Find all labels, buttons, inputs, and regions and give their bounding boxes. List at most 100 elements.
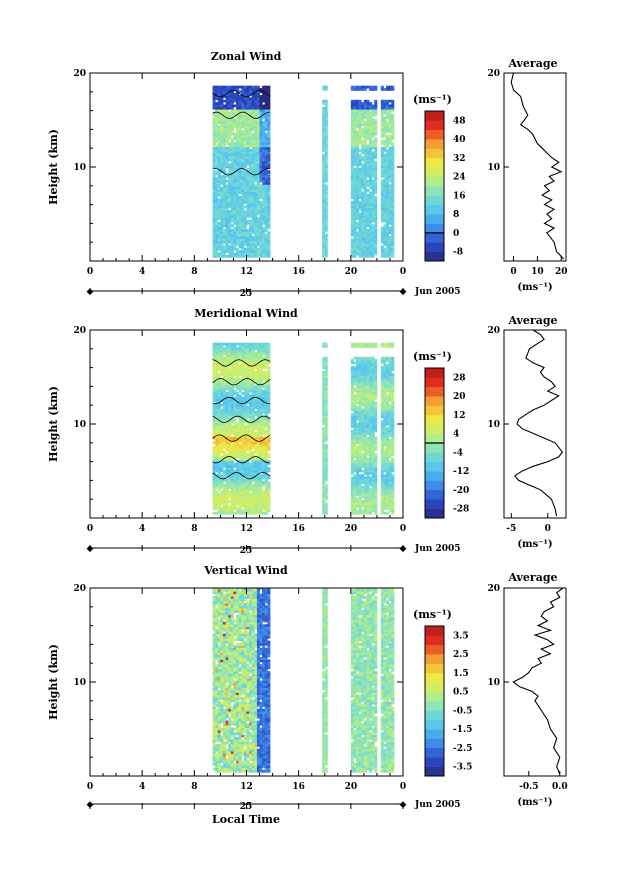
heatmap-cell — [217, 245, 221, 249]
heatmap-cell — [322, 120, 326, 124]
heatmap-cell — [238, 455, 242, 459]
heatmap-cell — [262, 243, 266, 246]
heatmap-cell — [243, 137, 247, 141]
heatmap-cell — [241, 399, 245, 402]
heatmap-cell — [236, 486, 240, 489]
heatmap-cell — [238, 373, 242, 376]
heatmap-cell — [220, 474, 224, 478]
heatmap-cell — [228, 85, 232, 89]
heatmap-cell — [220, 455, 224, 459]
heatmap-cell — [241, 132, 245, 136]
heatmap-cell — [230, 214, 234, 218]
heatmap-cell — [356, 373, 360, 376]
heatmap-cell — [380, 217, 384, 221]
heatmap-cell — [262, 415, 266, 419]
heatmap-cell — [254, 160, 258, 164]
heatmap-cell — [212, 368, 216, 372]
heatmap-cell — [233, 238, 237, 242]
heatmap-cell — [391, 167, 395, 171]
heatmap-cell — [246, 361, 250, 365]
heatmap-cell — [366, 203, 370, 206]
heatmap-cell — [241, 382, 245, 386]
heatmap-cell — [230, 254, 234, 258]
heatmap-cell — [223, 142, 227, 145]
heatmap-cell — [251, 99, 255, 103]
heatmap-cell — [264, 359, 268, 362]
heatmap-cell — [259, 455, 263, 459]
heatmap-cell — [356, 464, 360, 468]
heatmap-cell — [324, 193, 328, 197]
heatmap-cell — [350, 483, 354, 487]
heatmap-cell — [243, 436, 247, 440]
heatmap-cell — [386, 196, 390, 199]
heatmap-cell — [391, 88, 395, 91]
heatmap-cell — [246, 389, 250, 393]
heatmap-cell — [353, 488, 357, 492]
heatmap-cell — [324, 186, 328, 190]
heatmap-cell — [383, 144, 387, 148]
heatmap-cell — [324, 104, 328, 108]
heatmap-cell — [374, 233, 378, 237]
heatmap-cell — [361, 486, 365, 489]
heatmap-cell — [361, 231, 365, 235]
heatmap-cell — [369, 252, 373, 256]
heatmap-cell — [324, 436, 328, 440]
heatmap-cell — [356, 493, 360, 496]
heatmap-cell — [391, 177, 395, 181]
heatmap-cell — [228, 509, 232, 513]
heatmap-cell — [212, 144, 216, 148]
heatmap-cell — [350, 153, 354, 157]
heatmap-cell — [217, 109, 221, 112]
heatmap-cell — [358, 504, 362, 508]
heatmap-cell — [358, 142, 362, 145]
heatmap-cell — [369, 106, 373, 110]
heatmap-cell — [233, 401, 237, 405]
heatmap-cell — [225, 424, 229, 428]
heatmap-cell — [356, 224, 360, 228]
heatmap-cell — [225, 502, 229, 506]
heatmap-cell — [225, 490, 229, 494]
heatmap-cell — [353, 252, 357, 256]
heatmap-cell — [391, 109, 395, 112]
heatmap-cell — [243, 123, 247, 127]
heatmap-cell — [223, 429, 227, 433]
heatmap-cell — [353, 375, 357, 379]
heatmap-cell — [230, 441, 234, 445]
heatmap-cell — [241, 146, 245, 150]
heatmap-cell — [215, 125, 219, 129]
heatmap-cell — [246, 392, 250, 395]
heatmap-cell — [236, 243, 240, 246]
heatmap-cell — [233, 85, 237, 89]
heatmap-cell — [322, 146, 326, 150]
heatmap-cell — [238, 186, 242, 190]
heatmap-cell — [254, 254, 258, 258]
heatmap-cell — [371, 238, 375, 242]
heatmap-cell — [350, 238, 354, 242]
heatmap-cell — [324, 245, 328, 249]
heatmap-cell — [267, 490, 271, 494]
heatmap-cell — [249, 118, 253, 122]
heatmap-cell — [220, 450, 224, 454]
heatmap-cell — [363, 424, 367, 428]
heatmap-cell — [254, 511, 258, 515]
heatmap-cell — [324, 387, 328, 391]
heatmap-cell — [366, 497, 370, 501]
heatmap-cell — [259, 233, 263, 237]
heatmap-cell — [383, 158, 387, 162]
heatmap-cell — [267, 422, 271, 426]
heatmap-cell — [217, 462, 221, 466]
heatmap-cell — [241, 354, 245, 358]
heatmap-cell — [259, 120, 263, 124]
heatmap-cell — [225, 163, 229, 166]
heatmap-cell — [264, 497, 268, 501]
heatmap-cell — [251, 231, 255, 235]
heatmap-cell — [371, 151, 375, 155]
heatmap-cell — [388, 113, 392, 117]
heatmap-cell — [241, 462, 245, 466]
heatmap-cell — [246, 203, 250, 206]
heatmap-cell — [241, 142, 245, 145]
heatmap-cell — [241, 488, 245, 492]
heatmap-cell — [212, 151, 216, 155]
heatmap-cell — [391, 196, 395, 199]
heatmap-cell — [366, 212, 370, 216]
